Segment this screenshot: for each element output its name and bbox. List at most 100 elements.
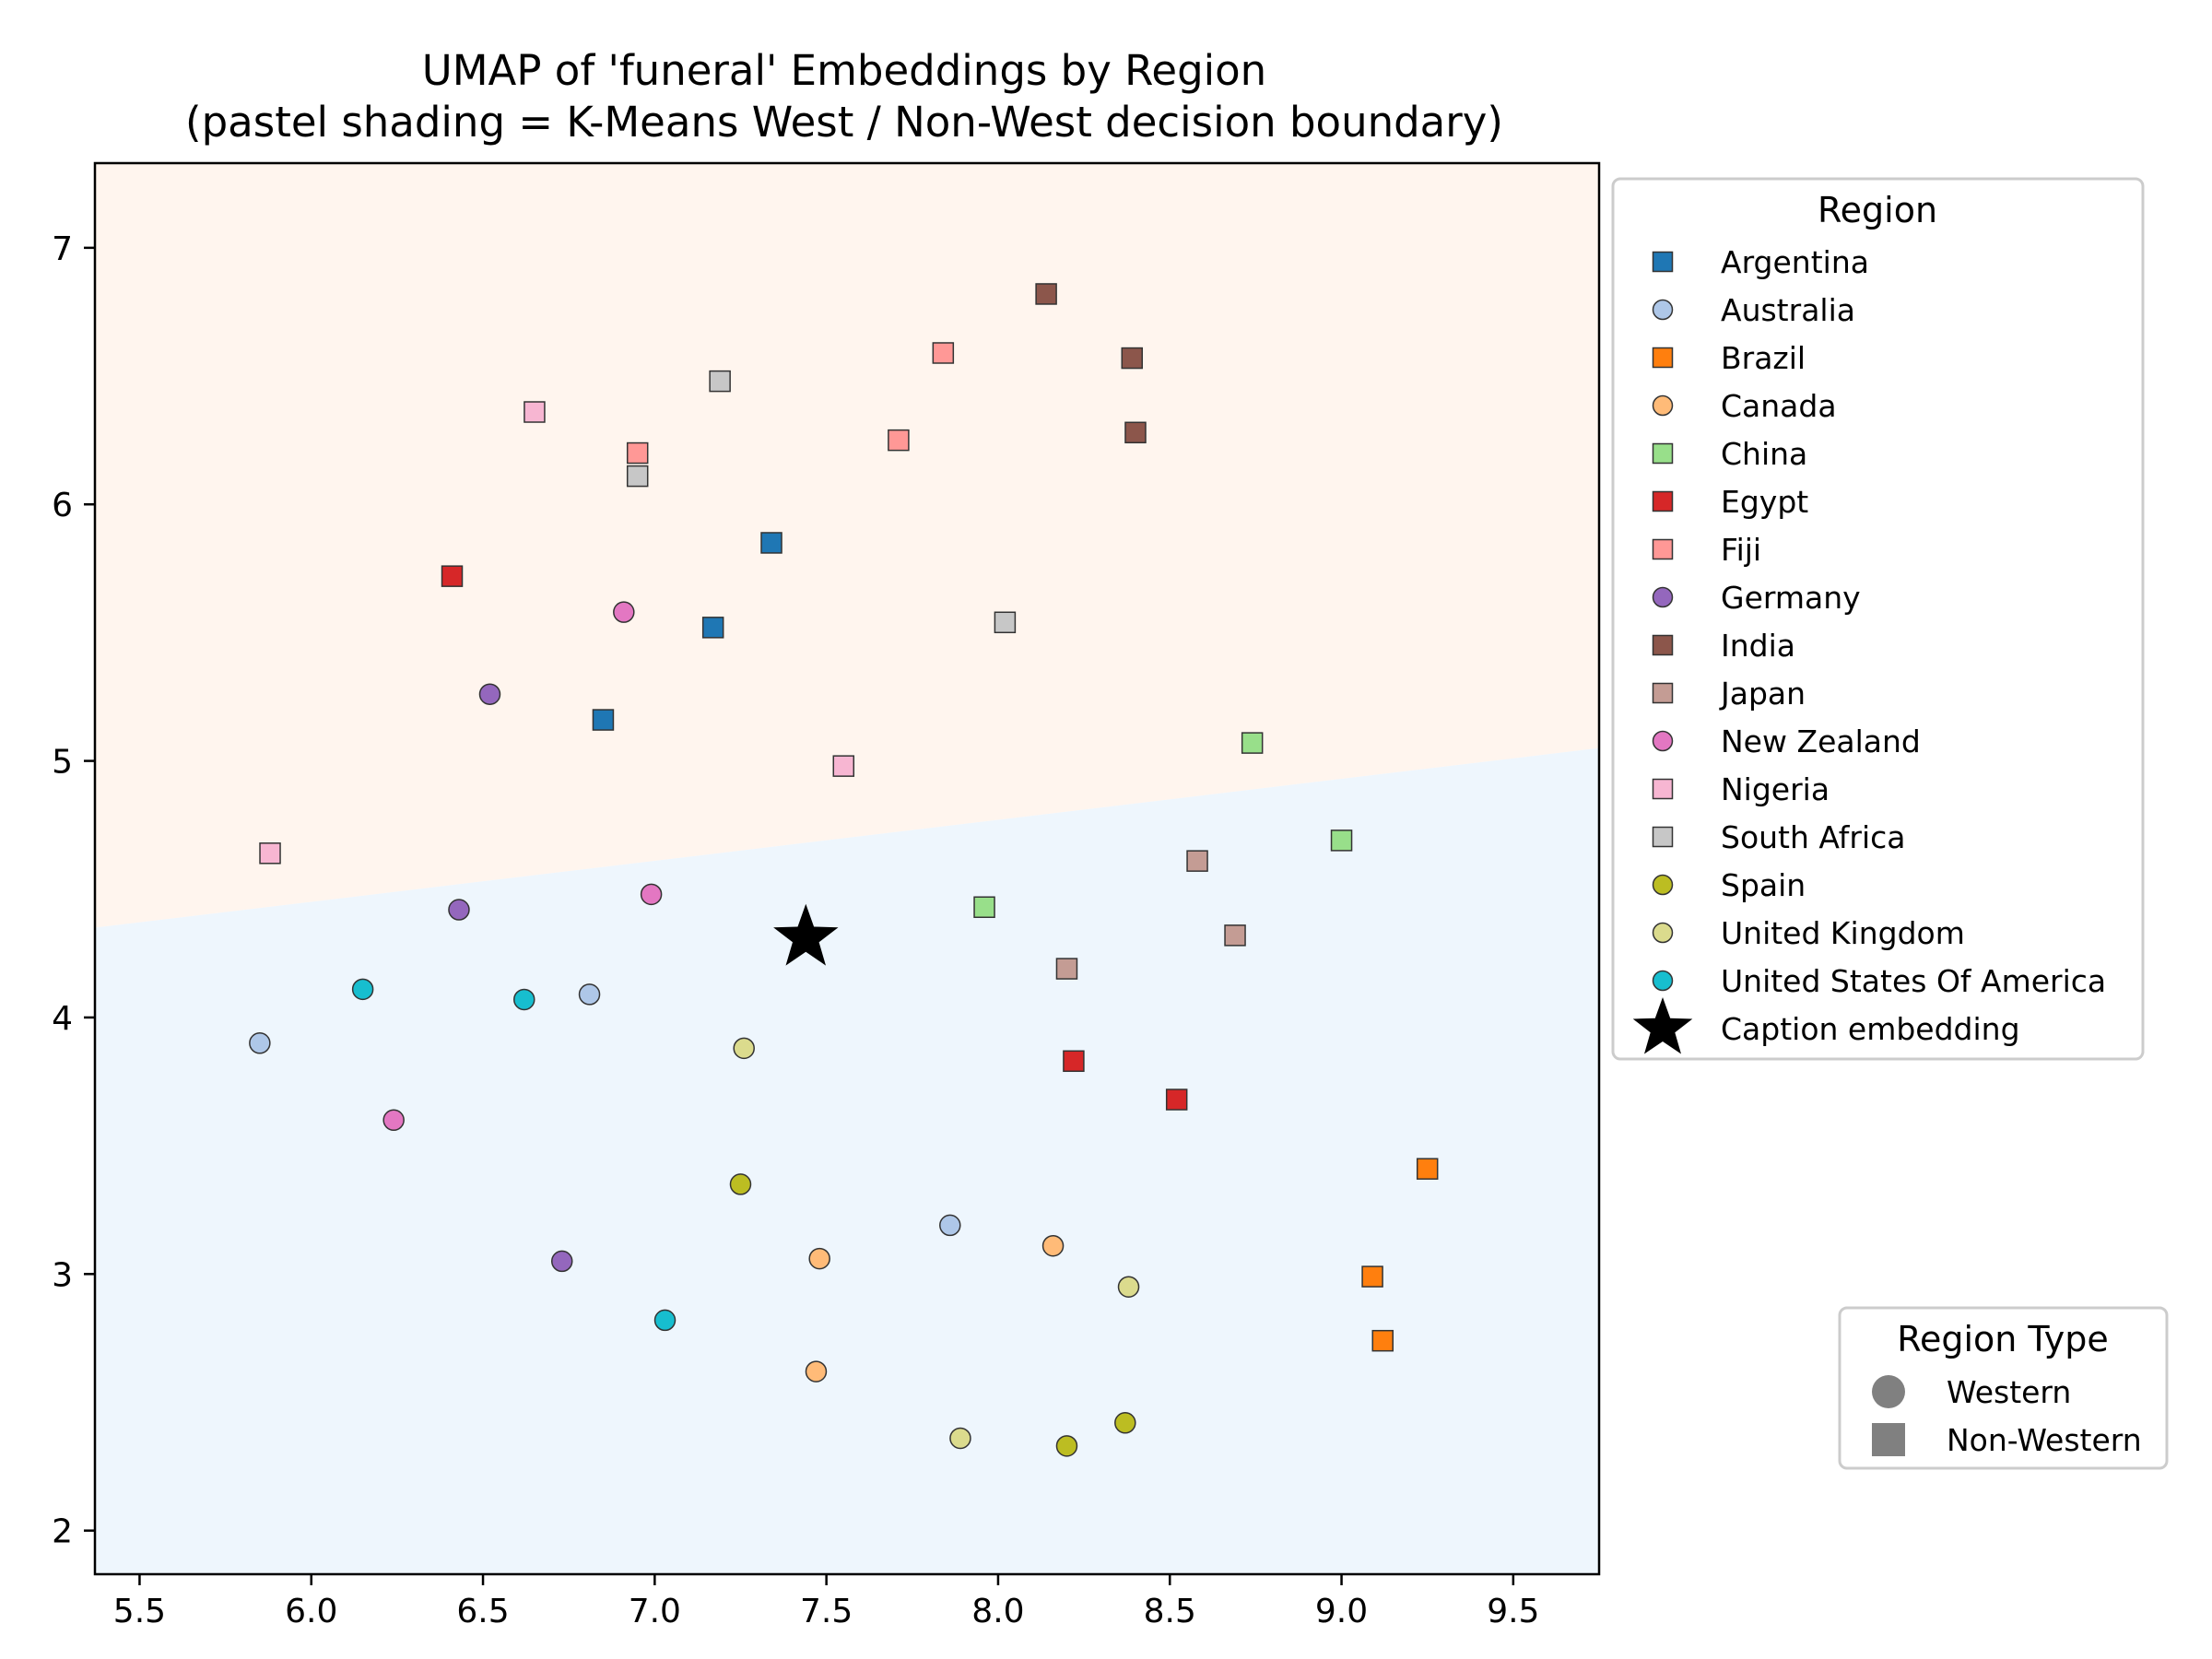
chart-title: UMAP of 'funeral' Embeddings by Region [422, 46, 1266, 95]
legend-marker-spain [1652, 874, 1674, 896]
point-united-kingdom [949, 1427, 971, 1450]
point-fiji [888, 429, 910, 452]
legend-label-germany: Germany [1721, 580, 1861, 616]
point-nigeria [524, 401, 546, 423]
point-united-kingdom [733, 1037, 755, 1060]
legend-marker-united-kingdom [1652, 922, 1674, 944]
legend-label-caption-embedding: Caption embedding [1721, 1011, 2020, 1047]
west-decision-region [95, 163, 1599, 928]
x-tick-label: 5.5 [113, 1593, 166, 1630]
y-tick-label: 4 [52, 1000, 73, 1038]
region-type-legend-box [1838, 1306, 2169, 1470]
legend-marker-canada [1652, 394, 1674, 417]
point-new-zealand [613, 601, 635, 623]
x-tick-label: 8.0 [971, 1593, 1024, 1630]
region-legend-box [1611, 177, 2145, 1061]
type-label-western: Western [1947, 1374, 2071, 1410]
point-egypt [441, 565, 464, 587]
x-tick-label: 7.0 [629, 1593, 681, 1630]
legend-marker-brazil [1652, 347, 1674, 369]
point-australia [249, 1032, 271, 1054]
point-nigeria [832, 755, 855, 777]
point-china [1241, 732, 1264, 754]
point-argentina [760, 532, 782, 554]
y-tick-label: 3 [52, 1256, 73, 1294]
legend-marker-south-africa [1652, 826, 1674, 848]
point-argentina [592, 709, 615, 731]
legend-label-brazil: Brazil [1721, 340, 1806, 376]
legend-label-south-africa: South Africa [1721, 819, 1906, 855]
type-marker-western [1872, 1375, 1905, 1408]
point-germany [550, 1250, 573, 1273]
point-new-zealand [640, 883, 663, 906]
type-label-non-western: Non-Western [1947, 1422, 2142, 1458]
x-axis: 5.5 6.0 6.5 7.0 7.5 8.0 8.5 9.0 9.5 [113, 1574, 1539, 1630]
x-tick-label: 9.0 [1315, 1593, 1368, 1630]
point-japan [1224, 924, 1246, 947]
type-marker-non-western [1872, 1423, 1905, 1456]
legend-label-nigeria: Nigeria [1721, 771, 1830, 807]
point-brazil [1416, 1158, 1439, 1180]
point-japan [1186, 850, 1208, 872]
point-argentina [701, 617, 724, 639]
legend-marker-china [1652, 442, 1674, 465]
point-india [1124, 421, 1147, 444]
point-spain [1114, 1412, 1136, 1434]
y-tick-label: 5 [52, 744, 73, 782]
point-china [1330, 830, 1353, 852]
plot-area: 5.5 6.0 6.5 7.0 7.5 8.0 8.5 9.0 9.5 2 3 4 5 6 7 [52, 161, 1601, 1630]
legend-label-argentina: Argentina [1721, 244, 1869, 280]
legend-label-united-states-of-america: United States Of America [1721, 963, 2106, 999]
point-south-africa [994, 611, 1017, 634]
legend-label-fiji: Fiji [1721, 532, 1761, 568]
y-axis: 2 3 4 5 6 7 [52, 230, 95, 1551]
point-united-states-of-america [653, 1309, 677, 1332]
legend-marker-united-states-of-america [1652, 970, 1674, 992]
point-germany [478, 683, 501, 705]
region-type-legend: Region Type Western Non-Western [1838, 1306, 2169, 1470]
legend-label-egypt: Egypt [1721, 484, 1808, 520]
point-australia [578, 983, 601, 1006]
point-india [1035, 283, 1057, 305]
legend-marker-japan [1652, 682, 1674, 704]
legend-marker-india [1652, 634, 1674, 656]
legend-marker-argentina [1652, 251, 1674, 273]
point-australia [939, 1214, 961, 1237]
point-canada [808, 1247, 830, 1270]
point-japan [1055, 958, 1078, 980]
point-canada [1041, 1234, 1065, 1257]
y-tick-label: 7 [52, 230, 73, 268]
scatter-points [249, 283, 1439, 1457]
point-egypt [1063, 1050, 1085, 1073]
point-united-states-of-america [513, 988, 535, 1011]
caption-embedding-star [773, 903, 839, 966]
x-tick-label: 8.5 [1144, 1593, 1196, 1630]
legend-marker-egypt [1652, 490, 1674, 512]
legend-label-india: India [1721, 628, 1795, 664]
point-india [1121, 347, 1144, 370]
region-legend-entries: Argentina Australia Brazil Canada China Egypt… [1632, 244, 2106, 1054]
x-tick-label: 6.5 [456, 1593, 509, 1630]
legend-label-australia: Australia [1721, 292, 1855, 328]
point-south-africa [626, 465, 649, 488]
point-fiji [626, 441, 649, 465]
legend-marker-australia [1652, 299, 1674, 321]
region-legend-title: Region [1818, 190, 1937, 230]
legend-label-united-kingdom: United Kingdom [1721, 915, 1965, 951]
point-united-kingdom [1117, 1276, 1140, 1298]
non-west-decision-region [95, 747, 1599, 1574]
caption-embedding-layer [773, 903, 839, 966]
point-spain [729, 1173, 752, 1195]
point-fiji [932, 342, 955, 364]
point-united-states-of-america [351, 978, 374, 1001]
legend-marker-new-zealand [1652, 730, 1674, 752]
x-tick-label: 7.5 [800, 1593, 853, 1630]
legend-label-spain: Spain [1721, 867, 1806, 903]
legend-marker-fiji [1652, 538, 1674, 560]
legend-marker-caption-embedding [1632, 997, 1693, 1054]
region-type-legend-entries: Western Non-Western [1872, 1374, 2142, 1458]
point-canada [805, 1360, 828, 1382]
y-tick-label: 6 [52, 487, 73, 524]
point-egypt [1165, 1088, 1188, 1111]
